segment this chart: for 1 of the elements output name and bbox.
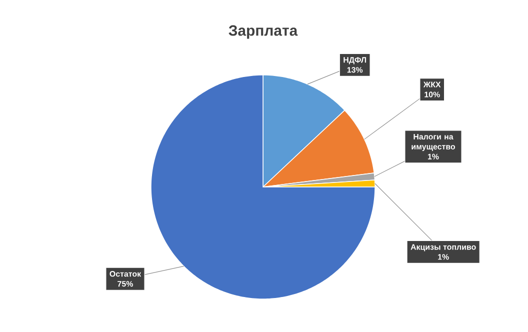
- chart-title: Зарплата: [228, 25, 298, 39]
